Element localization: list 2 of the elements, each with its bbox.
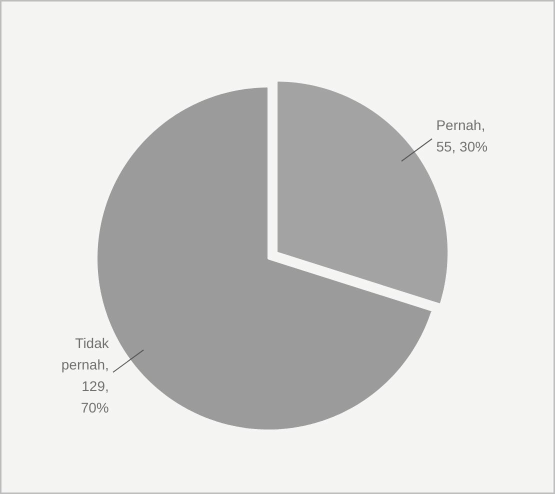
slice-label: Pernah, 55, 30% xyxy=(436,116,488,155)
slice-label: Tidak pernah, 129, 70% xyxy=(61,334,110,416)
